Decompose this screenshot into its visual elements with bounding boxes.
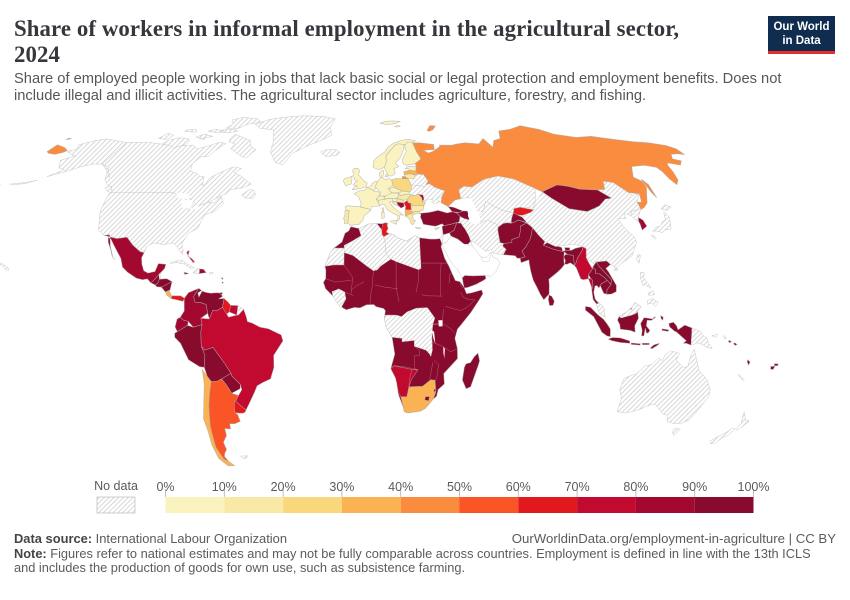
svg-text:20%: 20% (271, 480, 296, 494)
svg-text:60%: 60% (506, 480, 531, 494)
svg-text:No data: No data (94, 479, 138, 493)
svg-text:40%: 40% (388, 480, 413, 494)
svg-text:100%: 100% (738, 480, 770, 494)
svg-text:0%: 0% (156, 480, 174, 494)
svg-text:10%: 10% (212, 480, 237, 494)
svg-text:30%: 30% (329, 480, 354, 494)
svg-text:80%: 80% (623, 480, 648, 494)
svg-text:90%: 90% (682, 480, 707, 494)
svg-text:50%: 50% (447, 480, 472, 494)
svg-text:70%: 70% (565, 480, 590, 494)
